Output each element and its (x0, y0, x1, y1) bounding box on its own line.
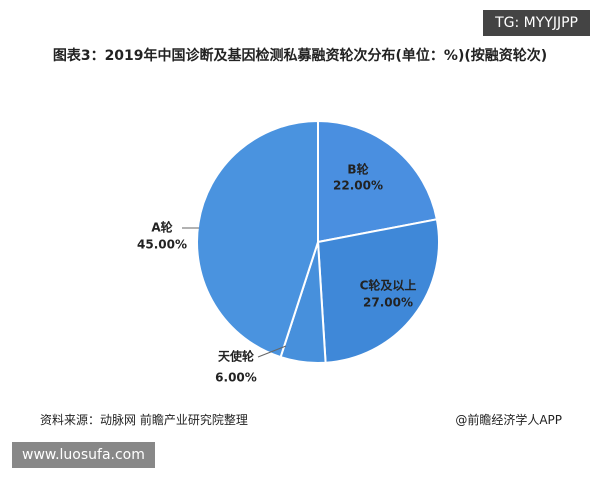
pie-slice (316, 218, 440, 364)
brand: @前瞻经济学人APP (455, 413, 562, 427)
slice-label: A轮 (151, 220, 173, 235)
pie-slice (196, 119, 319, 359)
source: 资料来源：动脉网 前瞻产业研究院整理 (40, 413, 248, 427)
value-label: 22.00% (333, 179, 383, 193)
value-label: 45.00% (137, 238, 187, 252)
value-label: 6.00% (215, 371, 257, 385)
slice-label: B轮 (347, 162, 369, 177)
watermark: TG: MYYJJPP (483, 10, 590, 36)
pie-slice (317, 119, 439, 244)
leader-line (257, 345, 287, 358)
chart-title: 图表3：2019年中国诊断及基因检测私募融资轮次分布(单位：%)(按融资轮次) (52, 48, 548, 64)
slice-label: 天使轮 (218, 349, 255, 364)
value-label: 27.00% (363, 296, 413, 310)
watermark: www.luosufa.com (12, 442, 155, 468)
slice-label: C轮及以上 (360, 278, 417, 293)
